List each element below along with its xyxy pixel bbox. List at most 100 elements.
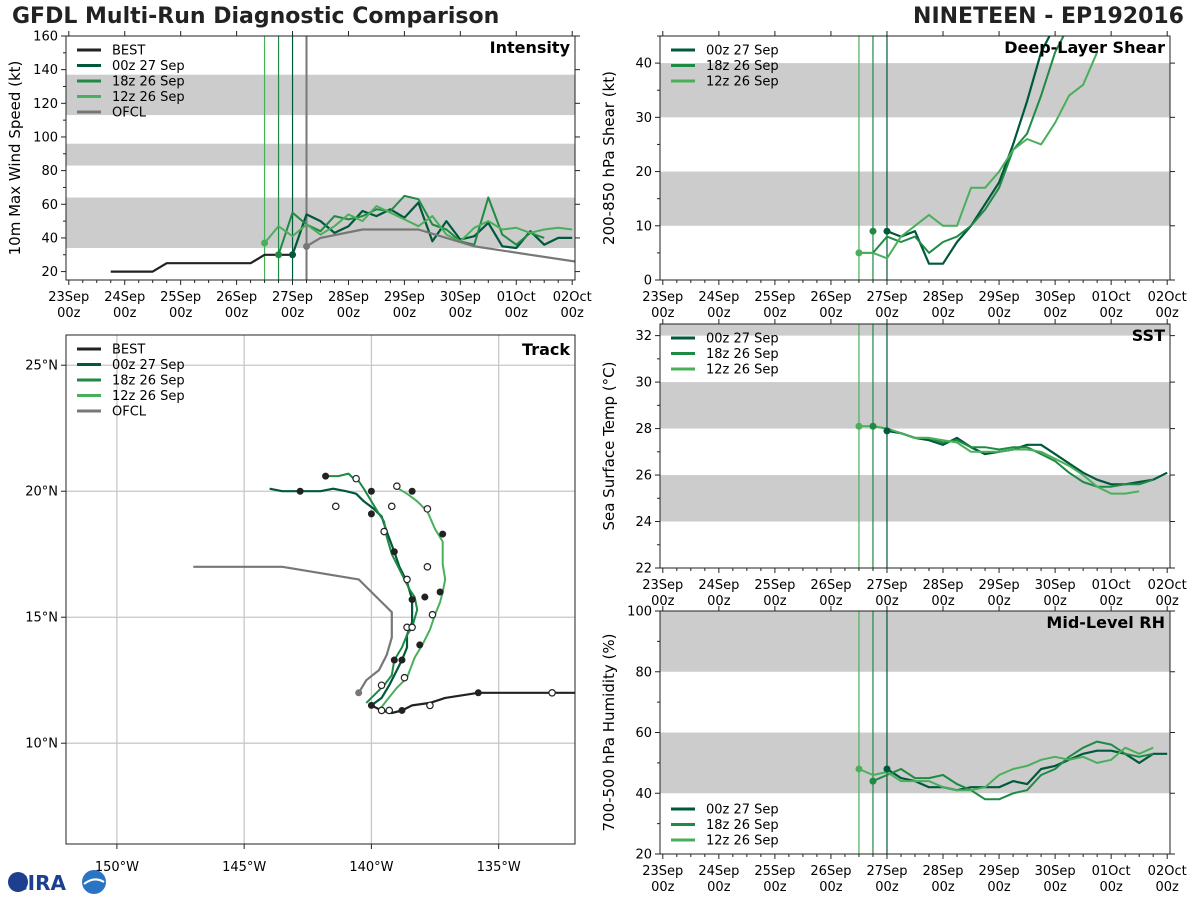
rh-ylabel: 700-500 hPa Humidity (%) (600, 633, 618, 831)
sst-threshold-band (660, 324, 1170, 336)
sst-xtick-label-hour: 00z (651, 594, 675, 609)
track-point-12z (400, 673, 409, 682)
shear-xtick-label-hour: 00z (987, 306, 1011, 321)
sst-xtick-label-date: 28Sep (922, 578, 963, 593)
rh-xtick-label-hour: 00z (1156, 880, 1180, 895)
track-point-00z (408, 487, 416, 495)
shear-xtick-label-hour: 00z (651, 306, 675, 321)
intensity-xtick-label-date: 28Sep (328, 290, 369, 305)
rh-xtick-label-hour: 00z (819, 880, 843, 895)
rh-init-marker (869, 777, 877, 785)
track-legend-label: BEST (112, 343, 145, 358)
intensity-xtick-label-hour: 00z (393, 306, 417, 321)
intensity-xtick-label-date: 24Sep (104, 290, 145, 305)
intensity-init-marker (303, 242, 311, 250)
rh-init-marker (855, 765, 863, 773)
rh-init-marker (883, 765, 891, 773)
track-series-ofcl (193, 565, 393, 694)
intensity-series-ofcl (305, 228, 575, 263)
track-panel: 150°W 145°W 140°W 135°W 10°N 15°N 20°N 25°N Trac… (25, 334, 576, 875)
shear-xtick-label-hour: 00z (1043, 306, 1067, 321)
shear-threshold-band (660, 63, 1170, 118)
track-point-12z (426, 701, 434, 710)
shear-xtick-label-hour: 00z (763, 306, 787, 321)
intensity-ytick-label: 100 (33, 130, 58, 145)
intensity-ytick-label: 140 (33, 63, 58, 78)
track-point-00z (367, 510, 375, 518)
sst-ytick-label: 32 (635, 329, 652, 344)
sst-xtick-label-date: 27Sep (866, 578, 907, 593)
track-xtick-label: 145°W (222, 860, 266, 875)
intensity-ytick-label: 20 (41, 265, 58, 280)
rh-xtick-label-date: 28Sep (922, 864, 963, 879)
rh-xtick-label-hour: 00z (875, 880, 899, 895)
shear-xtick-label-date: 30Sep (1035, 290, 1076, 305)
rh-title: Mid-Level RH (1046, 613, 1165, 632)
rh-ytick-label: 40 (635, 787, 652, 802)
rh-xtick-label-date: 29Sep (979, 864, 1020, 879)
rh-xtick-label-hour: 00z (1043, 880, 1067, 895)
track-point-00z (367, 487, 375, 495)
shear-xtick-label-date: 23Sep (642, 290, 683, 305)
sst-ytick-label: 24 (635, 515, 652, 530)
intensity-ytick-label: 60 (41, 198, 58, 213)
sst-xtick-label-date: 02Oct (1148, 578, 1187, 593)
intensity-ytick-label: 80 (41, 164, 58, 179)
shear-panel: 01020304023Sep00z24Sep00z25Sep00z26Sep00… (600, 31, 1187, 321)
track-point-12z (428, 610, 437, 619)
shear-title: Deep-Layer Shear (1004, 38, 1165, 57)
rh-series-12z-26-sep (858, 746, 1154, 792)
shear-ytick-label: 10 (635, 219, 652, 234)
partner-seal-icon (82, 870, 106, 894)
sst-legend-label: 18z 26 Sep (706, 347, 779, 362)
intensity-xtick-label-date: 27Sep (272, 290, 313, 305)
track-point-12z (331, 502, 340, 511)
intensity-xtick-label-hour: 00z (449, 306, 473, 321)
track-legend-label: 00z 27 Sep (112, 358, 185, 373)
cira-globe-icon (8, 872, 28, 892)
rh-legend-label: 18z 26 Sep (706, 818, 779, 833)
sst-xtick-label-date: 25Sep (754, 578, 795, 593)
sst-xtick-label-hour: 00z (1099, 594, 1123, 609)
sst-xtick-label-date: 30Sep (1035, 578, 1076, 593)
intensity-init-marker (261, 239, 269, 247)
intensity-threshold-band (66, 143, 575, 166)
partner-seal-wave (83, 878, 105, 885)
track-ytick-label: 25°N (25, 359, 58, 374)
shear-threshold-band (660, 171, 1170, 226)
track-title: Track (522, 340, 570, 359)
sst-legend-label: 12z 26 Sep (706, 363, 779, 378)
intensity-ytick-label: 40 (41, 231, 58, 246)
shear-init-marker (869, 227, 877, 235)
sst-xtick-label-hour: 00z (875, 594, 899, 609)
intensity-xtick-label-date: 25Sep (160, 290, 201, 305)
shear-series-12z-26-sep (859, 51, 1099, 260)
sst-xtick-label-date: 29Sep (979, 578, 1020, 593)
rh-xtick-label-hour: 00z (931, 880, 955, 895)
sst-ytick-label: 28 (635, 422, 652, 437)
intensity-xtick-label-date: 01Oct (497, 290, 536, 305)
sst-ytick-label: 26 (635, 469, 652, 484)
sst-xtick-label-date: 26Sep (810, 578, 851, 593)
intensity-xtick-label-hour: 00z (225, 306, 249, 321)
sst-threshold-band (660, 382, 1170, 429)
intensity-xtick-label-hour: 00z (505, 306, 529, 321)
track-point-12z (408, 623, 416, 632)
intensity-ylabel: 10m Max Wind Speed (kt) (6, 61, 24, 256)
page-title: GFDL Multi-Run Diagnostic Comparison (12, 4, 500, 29)
rh-xtick-label-hour: 00z (651, 880, 675, 895)
shear-ytick-label: 20 (635, 165, 652, 180)
track-point-12z (387, 502, 396, 511)
sst-init-marker (855, 422, 863, 430)
intensity-series-best (110, 253, 293, 273)
intensity-init-marker (275, 251, 283, 259)
track-point-00z (296, 487, 304, 495)
intensity-title: Intensity (490, 38, 571, 57)
shear-xtick-label-date: 26Sep (810, 290, 851, 305)
track-point-12z (377, 681, 386, 690)
shear-ylabel: 200-850 hPa Shear (kt) (600, 71, 618, 245)
sst-xtick-label-hour: 00z (987, 594, 1011, 609)
shear-xtick-label-date: 01Oct (1092, 290, 1131, 305)
track-point-12z (393, 482, 401, 490)
